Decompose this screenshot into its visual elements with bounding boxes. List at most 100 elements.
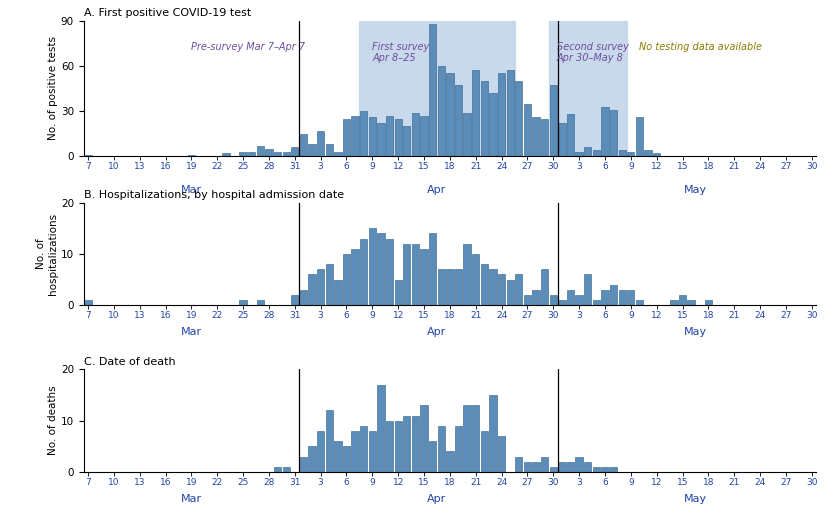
Bar: [368, 431, 375, 472]
Text: May: May: [683, 327, 706, 337]
Bar: [343, 254, 349, 305]
Bar: [411, 113, 419, 156]
Bar: [437, 269, 445, 305]
Bar: [239, 300, 247, 305]
Bar: [523, 462, 531, 472]
Bar: [489, 93, 496, 156]
Bar: [584, 147, 591, 156]
Bar: [540, 269, 548, 305]
Bar: [506, 70, 513, 156]
Bar: [523, 104, 531, 156]
Bar: [592, 150, 599, 156]
Bar: [325, 144, 333, 156]
Bar: [514, 274, 522, 305]
Bar: [532, 462, 539, 472]
Bar: [454, 426, 461, 472]
Bar: [446, 73, 453, 156]
Bar: [403, 244, 410, 305]
Bar: [454, 86, 461, 156]
Bar: [600, 467, 608, 472]
Bar: [368, 228, 375, 305]
Bar: [532, 117, 539, 156]
Bar: [514, 81, 522, 156]
Bar: [334, 280, 341, 305]
Bar: [489, 395, 496, 472]
Bar: [532, 290, 539, 305]
Bar: [480, 264, 487, 305]
Bar: [308, 144, 315, 156]
Text: Apr: Apr: [427, 327, 446, 337]
Bar: [385, 116, 393, 156]
Bar: [377, 385, 385, 472]
Bar: [351, 431, 359, 472]
Bar: [334, 441, 341, 472]
Bar: [678, 295, 686, 305]
Bar: [377, 233, 385, 305]
Bar: [343, 446, 349, 472]
Bar: [480, 81, 487, 156]
Bar: [446, 451, 453, 472]
Bar: [84, 300, 92, 305]
Bar: [377, 123, 385, 156]
Text: Second survey
Apr 30–May 8: Second survey Apr 30–May 8: [556, 42, 628, 63]
Bar: [429, 233, 436, 305]
Bar: [549, 86, 556, 156]
Bar: [626, 152, 634, 156]
Text: Apr: Apr: [427, 185, 446, 195]
Bar: [592, 300, 599, 305]
Bar: [359, 21, 514, 156]
Bar: [584, 274, 591, 305]
Bar: [609, 110, 616, 156]
Bar: [472, 254, 479, 305]
Text: A. First positive COVID-19 test: A. First positive COVID-19 test: [84, 8, 251, 18]
Bar: [497, 436, 505, 472]
Text: C. Date of death: C. Date of death: [84, 357, 175, 367]
Bar: [618, 150, 625, 156]
Bar: [506, 280, 513, 305]
Bar: [317, 131, 324, 156]
Bar: [429, 24, 436, 156]
Bar: [222, 153, 229, 156]
Bar: [394, 421, 401, 472]
Bar: [351, 249, 359, 305]
Bar: [351, 116, 359, 156]
Bar: [257, 300, 263, 305]
Bar: [549, 467, 556, 472]
Bar: [626, 290, 634, 305]
Bar: [265, 149, 273, 156]
Bar: [644, 150, 651, 156]
Text: Pre-survey Mar 7–Apr 7: Pre-survey Mar 7–Apr 7: [191, 42, 305, 52]
Bar: [429, 441, 436, 472]
Bar: [420, 249, 427, 305]
Bar: [385, 239, 393, 305]
Bar: [558, 462, 565, 472]
Bar: [575, 295, 582, 305]
Bar: [670, 300, 677, 305]
Bar: [600, 107, 608, 156]
Text: Apr: Apr: [427, 494, 446, 503]
Bar: [600, 290, 608, 305]
Text: B. Hospitalizations, by hospital admission date: B. Hospitalizations, by hospital admissi…: [84, 190, 344, 201]
Bar: [454, 269, 461, 305]
Bar: [394, 119, 401, 156]
Bar: [343, 119, 349, 156]
Bar: [686, 300, 694, 305]
Bar: [635, 300, 642, 305]
Bar: [394, 280, 401, 305]
Bar: [592, 467, 599, 472]
Bar: [187, 155, 195, 156]
Bar: [411, 416, 419, 472]
Bar: [480, 431, 487, 472]
Bar: [584, 462, 591, 472]
Bar: [325, 264, 333, 305]
Bar: [463, 113, 470, 156]
Bar: [385, 421, 393, 472]
Bar: [325, 410, 333, 472]
Bar: [273, 152, 281, 156]
Bar: [497, 73, 505, 156]
Bar: [635, 117, 642, 156]
Y-axis label: No. of positive tests: No. of positive tests: [48, 36, 58, 141]
Y-axis label: No. of
hospitalizations: No. of hospitalizations: [37, 213, 58, 295]
Bar: [437, 66, 445, 156]
Bar: [489, 269, 496, 305]
